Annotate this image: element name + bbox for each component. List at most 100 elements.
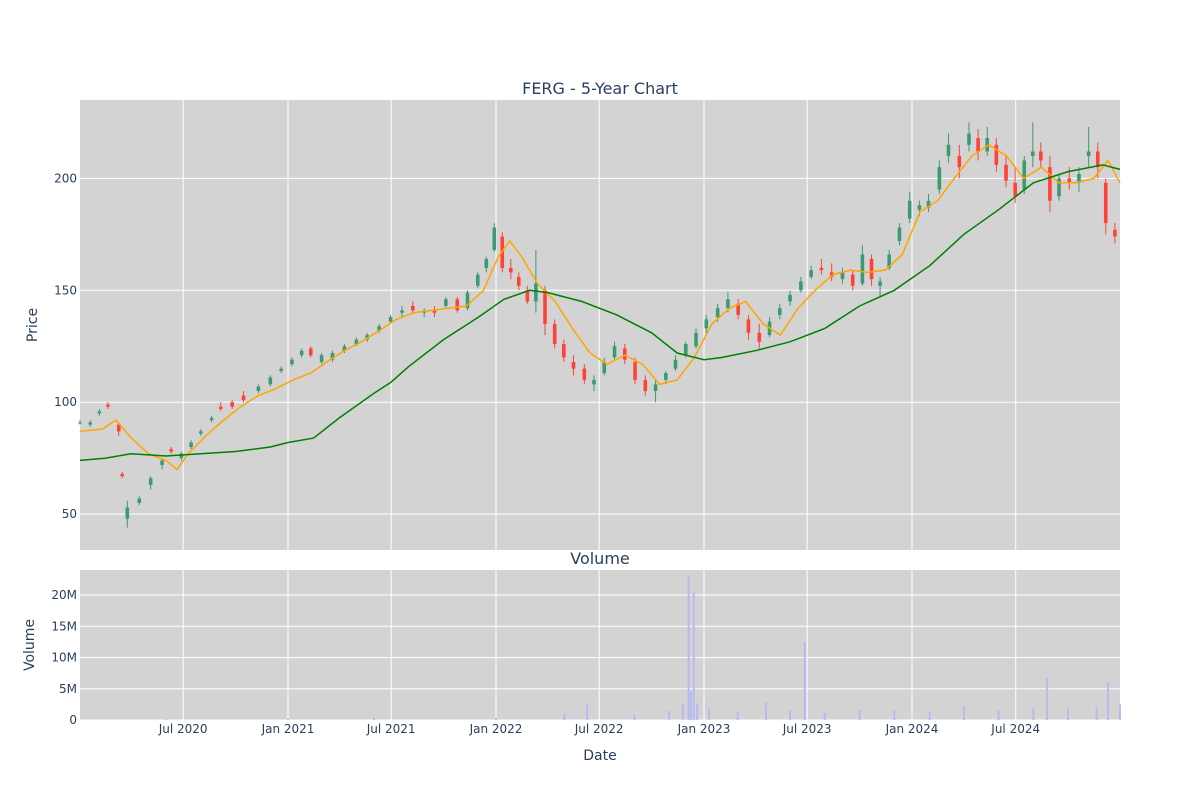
candlestick [455, 297, 460, 313]
candle-body [444, 299, 448, 306]
candle-body [937, 167, 942, 190]
candle-body [516, 276, 521, 286]
volume-bar [1119, 704, 1121, 720]
candle-body [218, 406, 223, 409]
candle-body [199, 431, 203, 434]
candlestick [525, 285, 530, 304]
candlestick [88, 420, 93, 427]
volume-bar [687, 576, 690, 720]
price-y-axis-label: Price [25, 308, 41, 342]
candle-body [484, 258, 489, 268]
candlestick [994, 138, 999, 172]
candle-body [571, 361, 576, 369]
candle-body [525, 290, 530, 302]
volume-bar [708, 708, 711, 720]
candlestick [199, 429, 203, 436]
candle-body [907, 200, 912, 219]
candlestick [125, 500, 130, 528]
candle-body [455, 299, 460, 311]
date-tick-label: Jul 2021 [366, 722, 416, 736]
candlestick [290, 357, 294, 367]
candle-body [330, 352, 335, 360]
date-tick-label: Jan 2024 [885, 722, 939, 736]
candlestick [946, 133, 951, 163]
candlestick [643, 375, 648, 396]
candle-body [1004, 164, 1008, 181]
candlestick [819, 258, 824, 275]
candle-body [209, 417, 214, 421]
candlestick [209, 415, 214, 423]
date-tick-label: Jan 2022 [469, 722, 523, 736]
candle-body [400, 310, 404, 313]
candle-body [432, 310, 437, 313]
volume-bar [689, 691, 692, 720]
date-tick-label: Jul 2020 [158, 722, 208, 736]
volume-bar [736, 711, 739, 720]
candle-body [78, 422, 82, 424]
candlestick [120, 471, 124, 479]
candlestick [169, 447, 173, 454]
candlestick [1038, 142, 1043, 168]
candle-body [377, 326, 381, 331]
volume-y-tick-label: 10M [51, 651, 77, 665]
short-moving-average-line [79, 143, 1121, 471]
candle-body [552, 323, 557, 345]
volume-bar [681, 704, 684, 720]
candlestick [279, 366, 283, 374]
candle-body [994, 144, 999, 165]
candle-body [819, 267, 824, 271]
candlestick [400, 305, 404, 318]
volume-bar [1032, 707, 1035, 720]
candlestick [330, 350, 335, 362]
candlestick [985, 126, 990, 156]
volume-bar [692, 591, 695, 720]
candle-body [694, 332, 698, 347]
candle-body [1095, 151, 1100, 168]
candlestick [799, 276, 803, 293]
candle-body [230, 402, 234, 407]
candlestick [116, 422, 121, 436]
candle-body [1013, 182, 1017, 197]
candle-body [1038, 151, 1043, 161]
candlestick [592, 375, 596, 392]
candle-body [475, 274, 480, 286]
volume-bar [858, 710, 861, 720]
candlestick [937, 160, 942, 195]
candlestick [484, 256, 489, 273]
candle-body [1113, 229, 1117, 237]
candlestick [1031, 122, 1035, 168]
date-tick-label: Jul 2023 [782, 722, 832, 736]
candlestick [562, 339, 566, 362]
candle-body [643, 379, 648, 392]
candlestick [757, 323, 762, 349]
candlestick [840, 267, 845, 284]
volume-bar [1095, 707, 1098, 720]
candlestick [571, 355, 576, 376]
candlestick [602, 357, 607, 376]
volume-bar [1107, 682, 1110, 720]
volume-bar [633, 715, 636, 720]
candle-body [299, 350, 304, 356]
candlestick [148, 476, 153, 490]
candle-body [633, 361, 637, 380]
candle-body [726, 299, 730, 309]
candle-body [290, 359, 294, 365]
candle-body [592, 379, 596, 385]
candle-body [308, 348, 313, 356]
candlestick [1103, 178, 1108, 235]
candlestick [509, 258, 513, 280]
candle-body [917, 205, 922, 210]
candle-body [653, 384, 658, 392]
candlestick [736, 299, 740, 320]
volume-bar [765, 702, 768, 720]
price-y-tick-label: 200 [54, 171, 77, 185]
candle-body [757, 332, 762, 342]
candlestick [612, 341, 617, 360]
candle-body [120, 473, 124, 477]
candle-body [169, 449, 173, 452]
candle-body [342, 346, 347, 351]
candle-body [1057, 178, 1061, 197]
candlestick [622, 344, 627, 365]
candle-body [1077, 173, 1081, 183]
candle-body [256, 386, 261, 392]
